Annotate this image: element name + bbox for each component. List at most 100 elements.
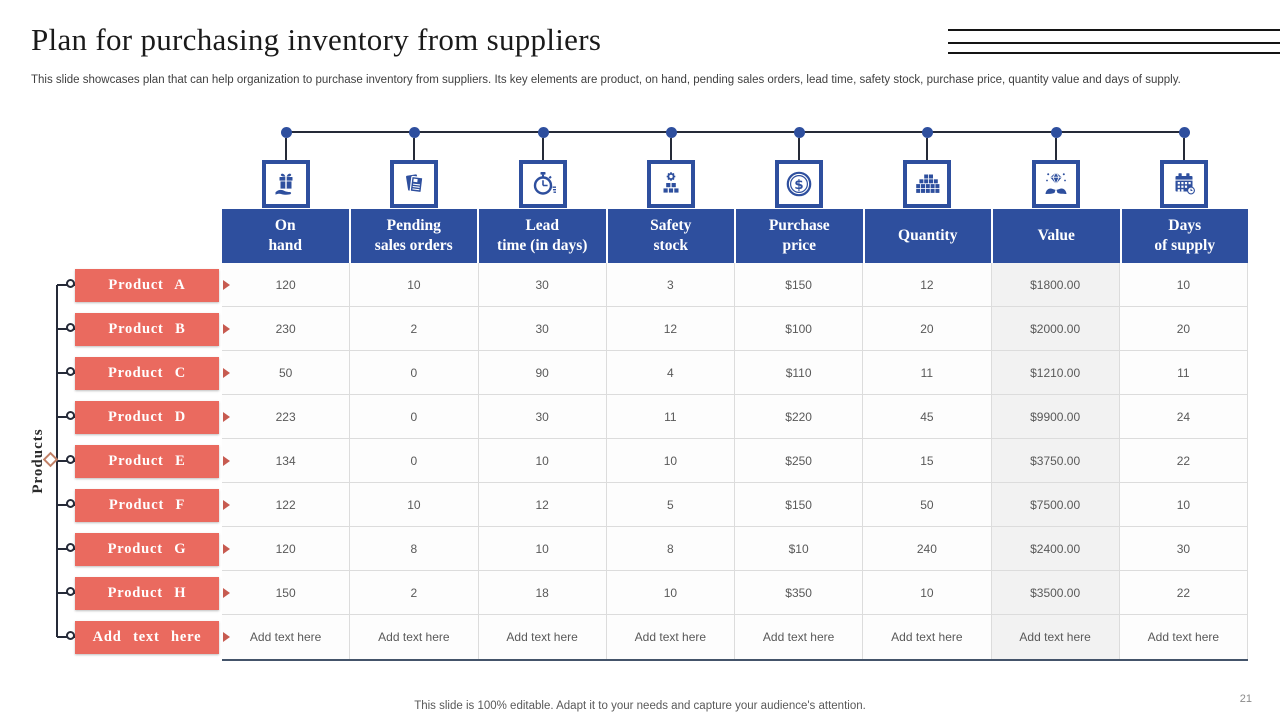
table-cell[interactable]: 0	[350, 351, 479, 394]
table-cell[interactable]: $2000.00	[991, 307, 1120, 350]
table-cell[interactable]: 11	[863, 351, 992, 394]
table-cell[interactable]: 150	[222, 571, 351, 614]
table-cell[interactable]: 11	[1119, 351, 1248, 394]
table-cell[interactable]: 134	[222, 439, 351, 482]
table-cell[interactable]: 10	[863, 571, 992, 614]
table-cell[interactable]: 50	[222, 351, 351, 394]
timeline-stub	[1055, 138, 1057, 160]
table-cell[interactable]: 30	[478, 307, 607, 350]
table-row: 120 10 30 3 $150 12 $1800.00 10	[222, 263, 1248, 307]
timeline-dot	[1178, 127, 1190, 138]
table-cell[interactable]: 12	[478, 483, 607, 526]
table-cell[interactable]: $150	[735, 263, 864, 306]
table-cell[interactable]: 12	[606, 307, 735, 350]
row-arrow-icon	[223, 411, 230, 422]
table-cell[interactable]: 45	[863, 395, 992, 438]
table-cell[interactable]: 50	[863, 483, 992, 526]
calendar-icon	[1160, 160, 1208, 208]
product-label[interactable]: Product H	[75, 576, 219, 610]
table-cell[interactable]: 122	[222, 483, 351, 526]
product-label[interactable]: Product G	[75, 532, 219, 566]
table-cell[interactable]: 30	[478, 263, 607, 306]
table-cell[interactable]: 10	[350, 483, 479, 526]
table-cell[interactable]: 10	[478, 527, 607, 570]
table-cell[interactable]: 0	[350, 439, 479, 482]
table-cell[interactable]: 10	[1119, 263, 1248, 306]
table-cell[interactable]: Add text here	[863, 615, 992, 659]
table-cell[interactable]: $10	[735, 527, 864, 570]
table-cell[interactable]: $9900.00	[991, 395, 1120, 438]
table-cell[interactable]: 15	[863, 439, 992, 482]
table-cell[interactable]: 0	[350, 395, 479, 438]
table-cell[interactable]: 230	[222, 307, 351, 350]
table-cell[interactable]: 120	[222, 527, 351, 570]
table-cell[interactable]: $2400.00	[991, 527, 1120, 570]
table-cell[interactable]: 11	[606, 395, 735, 438]
product-label[interactable]: Product F	[75, 488, 219, 522]
table-cell[interactable]: 8	[350, 527, 479, 570]
table-cell[interactable]: 10	[606, 571, 735, 614]
table-cell[interactable]: Add text here	[1119, 615, 1248, 659]
connector-node	[66, 499, 75, 508]
table-cell[interactable]: 2	[350, 307, 479, 350]
table-cell[interactable]: 18	[478, 571, 607, 614]
product-label[interactable]: Product C	[75, 356, 219, 390]
table-cell[interactable]: 22	[1119, 439, 1248, 482]
table-cell[interactable]: $250	[735, 439, 864, 482]
product-label-text: Product C	[108, 364, 186, 381]
table-cell[interactable]: $1800.00	[991, 263, 1120, 306]
table-cell[interactable]: 4	[606, 351, 735, 394]
product-label[interactable]: Product D	[75, 400, 219, 434]
product-label[interactable]: Add text here	[75, 620, 219, 654]
table-cell[interactable]: Add text here	[991, 615, 1120, 659]
table-cell[interactable]: Add text here	[478, 615, 607, 659]
table-cell[interactable]: 8	[606, 527, 735, 570]
table-cell[interactable]: 10	[350, 263, 479, 306]
table-row: 122 10 12 5 $150 50 $7500.00 10	[222, 483, 1248, 527]
table-cell[interactable]: 5	[606, 483, 735, 526]
table-cell[interactable]: 10	[1119, 483, 1248, 526]
row-arrow-icon	[223, 543, 230, 554]
table-cell[interactable]: Add text here	[735, 615, 864, 659]
table-cell[interactable]: 2	[350, 571, 479, 614]
table-cell[interactable]: $350	[735, 571, 864, 614]
table-cell[interactable]: $150	[735, 483, 864, 526]
table-cell[interactable]: $220	[735, 395, 864, 438]
table-cell[interactable]: 22	[1119, 571, 1248, 614]
decorative-lines	[948, 29, 1280, 54]
timeline-dot	[665, 127, 677, 138]
product-label[interactable]: Product A	[75, 268, 219, 302]
table-cell[interactable]: $3500.00	[991, 571, 1120, 614]
table-cell[interactable]: 30	[1119, 527, 1248, 570]
table-cell[interactable]: Add text here	[350, 615, 479, 659]
slide-subtitle: This slide showcases plan that can help …	[31, 74, 1181, 86]
product-label-text: Product A	[108, 276, 186, 293]
table-cell[interactable]: 10	[606, 439, 735, 482]
table-cell[interactable]: 20	[1119, 307, 1248, 350]
gift-on-hand-icon	[262, 160, 310, 208]
table-cell[interactable]: $7500.00	[991, 483, 1120, 526]
column-icon-group	[519, 127, 567, 208]
table-cell[interactable]: 20	[863, 307, 992, 350]
table-cell[interactable]: 12	[863, 263, 992, 306]
table-cell[interactable]: $110	[735, 351, 864, 394]
table-cell[interactable]: $3750.00	[991, 439, 1120, 482]
table-cell[interactable]: 30	[478, 395, 607, 438]
product-label[interactable]: Product B	[75, 312, 219, 346]
product-label[interactable]: Product E	[75, 444, 219, 478]
table-cell[interactable]: 3	[606, 263, 735, 306]
table-cell[interactable]: 120	[222, 263, 351, 306]
table-cell[interactable]: $100	[735, 307, 864, 350]
table-cell[interactable]: Add text here	[222, 615, 351, 659]
table-cell[interactable]: 90	[478, 351, 607, 394]
header-on-hand: On hand	[222, 209, 351, 263]
table-cell[interactable]: 240	[863, 527, 992, 570]
table-cell[interactable]: 24	[1119, 395, 1248, 438]
table-cell[interactable]: 223	[222, 395, 351, 438]
header-lead-time: Lead time (in days)	[479, 209, 608, 263]
timeline-line	[286, 131, 1184, 133]
table-cell[interactable]: Add text here	[606, 615, 735, 659]
table-cell[interactable]: 10	[478, 439, 607, 482]
table-cell[interactable]: $1210.00	[991, 351, 1120, 394]
product-label-text: Add text here	[92, 628, 202, 645]
